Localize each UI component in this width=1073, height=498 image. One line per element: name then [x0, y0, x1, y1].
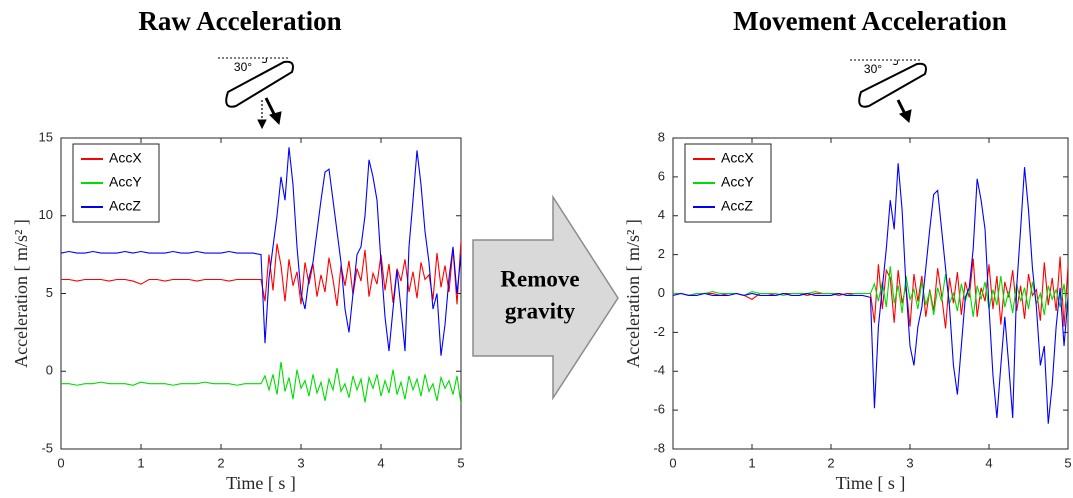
sensor-icon	[218, 57, 294, 130]
y-tick-label: 0	[658, 285, 665, 300]
data-line	[61, 240, 461, 307]
chart-title: Raw Acceleration	[138, 6, 341, 36]
x-tick-label: 5	[457, 455, 464, 470]
y-axis-label: Acceleration [ m/s² ]	[11, 219, 31, 368]
data-line	[61, 147, 461, 356]
y-tick-label: -2	[653, 324, 665, 339]
x-tick-label: 1	[748, 455, 755, 470]
y-tick-label: 2	[658, 246, 665, 261]
x-tick-label: 0	[669, 455, 676, 470]
x-tick-label: 2	[217, 455, 224, 470]
data-line	[673, 163, 1068, 424]
legend-label: AccZ	[109, 198, 141, 214]
process-arrow	[472, 194, 619, 401]
y-tick-label: 6	[658, 168, 665, 183]
y-tick-label: 5	[46, 285, 53, 300]
x-tick-label: 3	[297, 455, 304, 470]
sensor-icon	[850, 59, 927, 123]
x-tick-label: 0	[57, 455, 64, 470]
angle-label: 30°	[864, 62, 882, 76]
y-tick-label: -5	[41, 440, 53, 455]
data-line	[673, 266, 1068, 319]
legend-label: AccY	[109, 174, 142, 190]
x-tick-label: 2	[827, 455, 834, 470]
y-axis-label: Acceleration [ m/s² ]	[623, 219, 643, 368]
y-tick-label: -8	[653, 440, 665, 455]
arrow-label: Remove	[500, 266, 579, 291]
y-tick-label: 8	[658, 129, 665, 144]
x-axis-label: Time [ s ]	[836, 473, 906, 493]
x-tick-label: 5	[1064, 455, 1071, 470]
x-tick-label: 3	[906, 455, 913, 470]
angle-label: 30°	[234, 60, 252, 74]
chart-title: Movement Acceleration	[733, 6, 1007, 36]
y-tick-label: 15	[39, 129, 53, 144]
legend-label: AccY	[721, 174, 754, 190]
legend-label: AccZ	[721, 198, 753, 214]
y-tick-label: 10	[39, 207, 53, 222]
legend-label: AccX	[109, 150, 142, 166]
x-axis-label: Time [ s ]	[226, 473, 296, 493]
y-tick-label: 4	[658, 207, 665, 222]
y-tick-label: 0	[46, 363, 53, 378]
x-tick-label: 4	[985, 455, 992, 470]
y-tick-label: -4	[653, 363, 665, 378]
y-tick-label: -6	[653, 402, 665, 417]
arrow-label: gravity	[505, 298, 576, 323]
x-tick-label: 1	[137, 455, 144, 470]
x-tick-label: 4	[377, 455, 384, 470]
legend-label: AccX	[721, 150, 754, 166]
data-line	[673, 256, 1068, 329]
data-line	[61, 361, 461, 404]
